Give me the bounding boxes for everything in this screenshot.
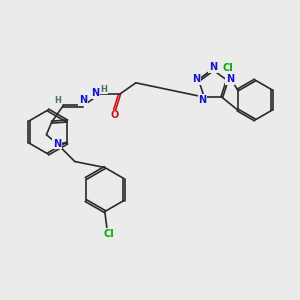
Text: H: H xyxy=(100,85,107,94)
Text: N: N xyxy=(192,74,200,84)
Text: N: N xyxy=(92,88,100,98)
Text: N: N xyxy=(53,139,61,148)
Text: N: N xyxy=(209,62,217,72)
Text: N: N xyxy=(198,94,206,105)
Text: N: N xyxy=(226,74,234,84)
Text: H: H xyxy=(55,96,62,105)
Text: O: O xyxy=(110,110,118,120)
Text: N: N xyxy=(79,95,87,105)
Text: Cl: Cl xyxy=(103,229,114,238)
Text: Cl: Cl xyxy=(222,63,233,73)
